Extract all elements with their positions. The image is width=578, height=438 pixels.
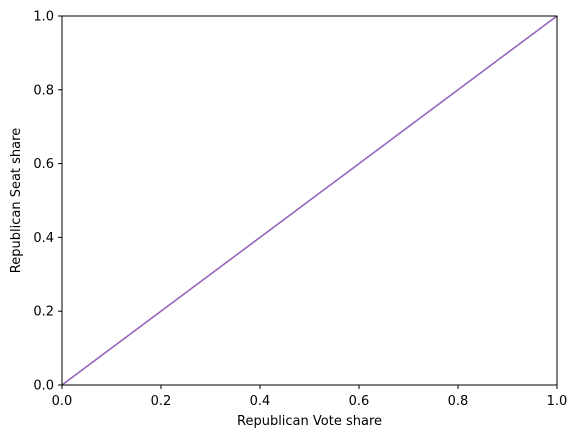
y-axis-ticks: 0.0 0.2 0.4 0.6 0.8 1.0 [33, 10, 62, 394]
x-tick-label: 0.4 [250, 394, 271, 409]
x-axis-ticks: 0.0 0.2 0.4 0.6 0.8 1.0 [52, 385, 568, 409]
y-tick-label: 0.4 [33, 231, 54, 246]
x-tick-label: 0.2 [151, 394, 172, 409]
series-layer [61, 15, 558, 386]
y-tick-label: 0.8 [33, 83, 54, 98]
x-tick-label: 0.6 [349, 394, 370, 409]
x-tick-label: 0.8 [448, 394, 469, 409]
x-tick-label: 0.0 [52, 394, 73, 409]
y-tick-label: 1.0 [33, 10, 54, 25]
y-tick-label: 0.6 [33, 157, 54, 172]
series-line-0 [61, 15, 558, 386]
y-tick-label: 0.0 [33, 379, 54, 394]
y-tick-label: 0.2 [33, 305, 54, 320]
plot-frame [61, 15, 558, 386]
x-axis-label: Republican Vote share [237, 414, 382, 429]
y-axis-label: Republican Seat share [9, 128, 24, 273]
x-tick-label: 1.0 [547, 394, 568, 409]
